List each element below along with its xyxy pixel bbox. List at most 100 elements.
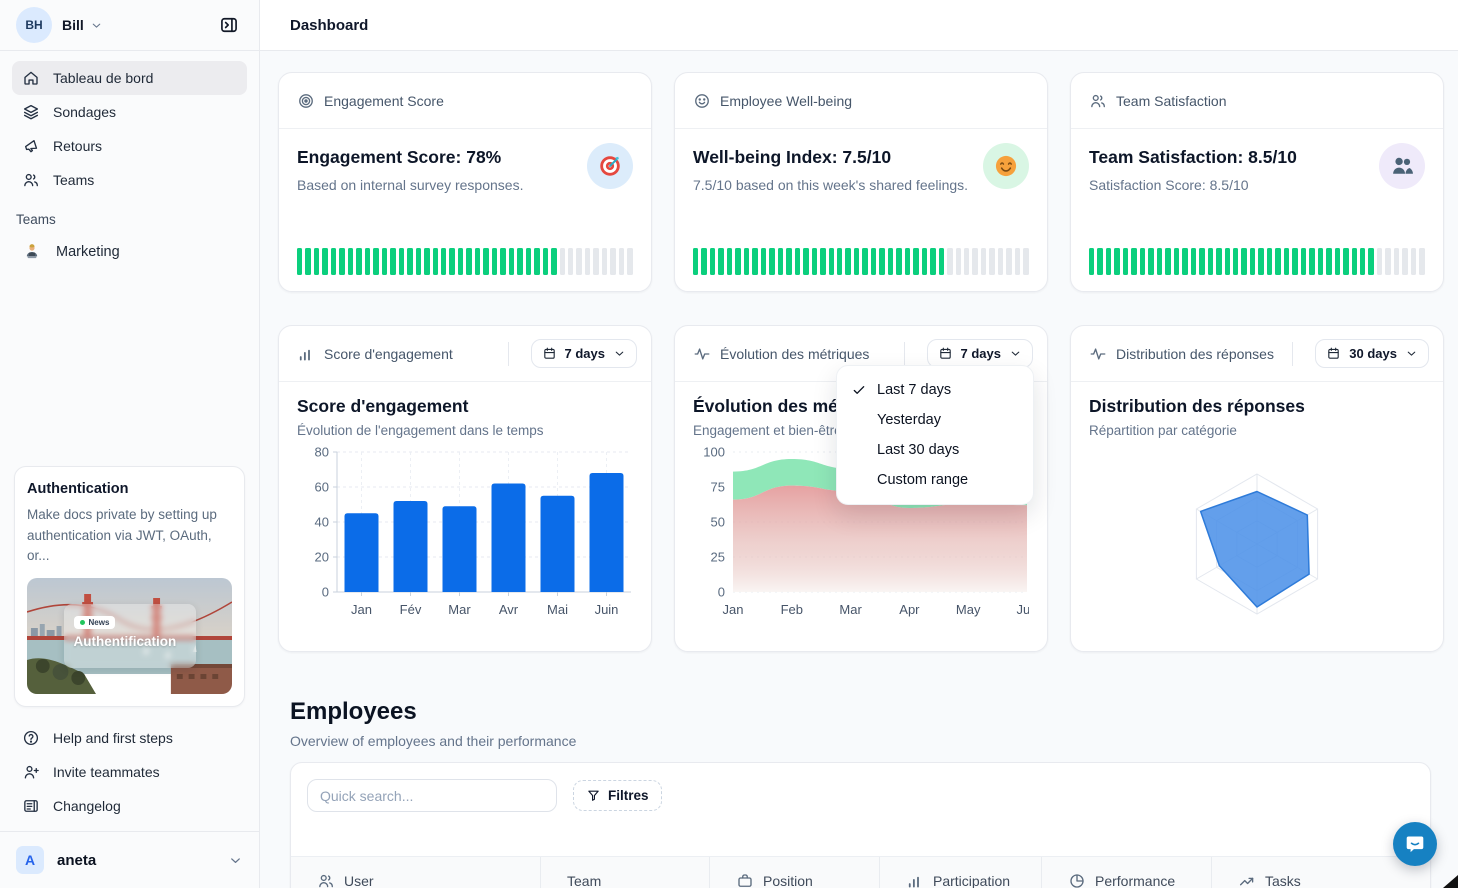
sidebar: BH Bill Tableau de bord Sondages Retours Te… [0,0,260,888]
progress-segment [339,248,345,275]
chart-canvas [1089,446,1425,644]
authentication-promo-card[interactable]: Authentication Make docs private by sett… [14,466,245,707]
progress-segment [718,248,724,275]
table-header-row: User Team Position Participation Performance… [291,856,1430,888]
workspace-avatar[interactable]: BH [16,7,52,43]
table-column-user[interactable]: User [291,857,541,888]
progress-segment [1249,248,1256,275]
progress-segment [551,248,557,275]
progress-segment [347,248,354,275]
chart-canvas: 0 25 50 75 100 Jan Feb Mar Apr May Jun [693,446,1029,624]
card-body: Distribution des réponses Répartition par… [1071,382,1443,644]
filters-button[interactable]: Filtres [573,780,662,811]
stat-emoji-badge [1379,143,1425,189]
bar-chart-icon [297,345,315,363]
sidebar-item-retours[interactable]: Retours [12,129,247,163]
svg-text:Feb: Feb [781,602,803,617]
activity-icon [693,345,711,363]
progress-segment [1131,248,1137,275]
target-icon [297,92,315,110]
menu-item-last-30-days[interactable]: Last 30 days [837,435,1033,465]
progress-segment [1368,248,1374,275]
users-icon [317,872,335,888]
stat-card-team-satisfaction: Team Satisfaction Team Satisfaction: 8.5/… [1070,72,1444,292]
chat-launcher-button[interactable] [1393,822,1437,866]
progress-segment [474,248,481,275]
svg-text:50: 50 [711,515,725,530]
check-icon [851,382,867,398]
progress-segment [1182,248,1188,275]
menu-item-last-7-days[interactable]: Last 7 days [837,375,1033,405]
period-select[interactable]: 30 days [1315,339,1429,368]
menu-item-custom-range[interactable]: Custom range [837,465,1033,495]
teams-section-label: Teams [16,212,56,227]
progress-segment [584,248,591,275]
progress-segment [1089,248,1095,275]
smiley-icon [693,92,711,110]
sidebar-team-marketing[interactable]: Marketing [12,233,247,271]
header-divider [507,341,509,366]
svg-text:May: May [956,602,981,617]
funnel-icon [586,788,601,803]
progress-segment [803,248,809,275]
promo-description: Make docs private by setting up authenti… [27,507,217,563]
progress-segment [1139,248,1146,275]
table-column-performance[interactable]: Performance [1042,857,1212,888]
progress-bar [1089,248,1425,275]
progress-segment [322,248,328,275]
card-header-label: Score d'engagement [324,345,453,362]
progress-segment [525,248,532,275]
promo-image-overlay: News Authentification [63,604,196,668]
employees-table-card: Filtres User Team Position Participation Per… [290,762,1431,888]
svg-text:Fév: Fév [400,602,422,617]
progress-segment [1114,248,1120,275]
table-column-team[interactable]: Team [541,857,710,888]
account-row[interactable]: A aneta [0,832,259,888]
svg-text:60: 60 [315,480,329,495]
card-header: Distribution des réponses 30 days [1071,326,1443,382]
progress-segment [997,248,1004,275]
sidebar-item-tableau-de-bord[interactable]: Tableau de bord [12,61,247,95]
sidebar-item-label: Teams [53,172,95,188]
progress-segment [752,248,758,275]
chevron-down-icon[interactable] [90,19,103,32]
period-select[interactable]: 7 days [926,339,1033,368]
page-title: Dashboard [290,16,369,34]
search-input[interactable] [307,779,557,812]
employees-subtitle: Overview of employees and their performa… [290,733,577,749]
sidebar-collapse-button[interactable] [213,9,245,41]
progress-segment [853,248,860,275]
sidebar-item-help-and-first-steps[interactable]: Help and first steps [12,721,247,755]
column-label: Performance [1095,872,1176,888]
progress-segment [726,248,733,275]
stat-subtitle: Satisfaction Score: 8.5/10 [1089,177,1249,193]
progress-segment [794,248,801,275]
progress-segment [1207,248,1214,275]
calendar-icon [938,346,953,361]
svg-text:0: 0 [322,585,329,600]
dart-target-emoji [597,153,623,179]
sidebar-item-teams[interactable]: Teams [12,163,247,197]
menu-item-yesterday[interactable]: Yesterday [837,405,1033,435]
chart-subtitle: Évolution de l'engagement dans le temps [297,423,544,438]
table-column-tasks[interactable]: Tasks [1212,857,1428,888]
workspace-name[interactable]: Bill [62,17,84,33]
sidebar-item-invite-teammates[interactable]: Invite teammates [12,755,247,789]
table-column-position[interactable]: Position [710,857,880,888]
sidebar-item-changelog[interactable]: Changelog [12,789,247,823]
period-select[interactable]: 7 days [530,339,637,368]
progress-segment [1410,248,1417,275]
chart-card-score-d-engagement: Score d'engagement 7 days Score d'engageme… [278,325,652,652]
sidebar-item-sondages[interactable]: Sondages [12,95,247,129]
progress-segment [1199,248,1205,275]
progress-segment [1165,248,1171,275]
progress-segment [701,248,707,275]
table-column-participation[interactable]: Participation [880,857,1042,888]
progress-segment [1006,248,1012,275]
pie-chart-icon [1068,872,1086,888]
progress-segment [972,248,978,275]
progress-segment [457,248,464,275]
progress-segment [836,248,843,275]
progress-segment [618,248,625,275]
period-label: 30 days [1349,346,1397,361]
